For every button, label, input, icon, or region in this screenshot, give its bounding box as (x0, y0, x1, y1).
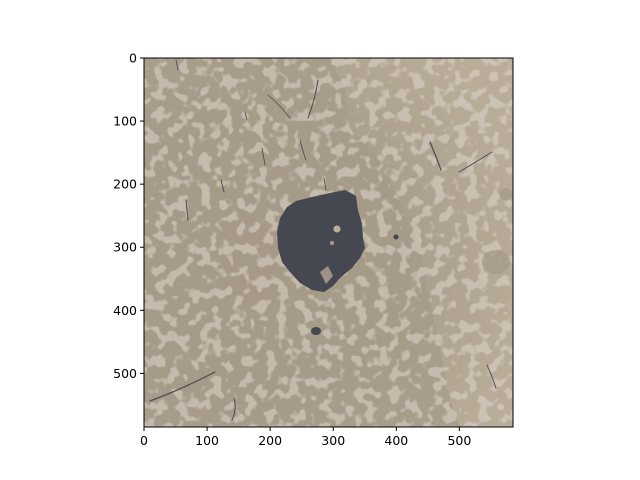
y-tick-label: 400 (113, 303, 137, 318)
hair-streaks (149, 59, 497, 421)
y-tick-label: 0 (129, 51, 137, 66)
satellite-dot (393, 234, 399, 240)
streak (429, 141, 442, 171)
y-tick-label: 100 (113, 114, 137, 129)
streak (244, 111, 248, 121)
y-axis: 0 100 200 300 400 500 (113, 51, 144, 381)
streak (175, 59, 179, 71)
streak (185, 199, 189, 221)
pale-patch (499, 188, 513, 200)
x-tick-label: 400 (384, 433, 408, 448)
streak (220, 179, 225, 193)
streak (261, 147, 266, 166)
x-axis: 0 100 200 300 400 500 (140, 427, 471, 448)
streak (267, 94, 291, 119)
lesion-pale-spot (330, 241, 334, 245)
x-tick-label: 300 (321, 433, 345, 448)
x-tick-label: 0 (140, 433, 148, 448)
streak (486, 364, 497, 389)
lesion-notch (320, 266, 333, 284)
x-tick-label: 100 (195, 433, 219, 448)
heatmap-image (144, 58, 513, 427)
streak (307, 79, 319, 119)
y-tick-label: 200 (113, 177, 137, 192)
lesion-main (277, 190, 365, 292)
x-tick-label: 500 (447, 433, 471, 448)
streak (231, 397, 236, 421)
streak (149, 371, 216, 402)
x-tick-label: 200 (258, 433, 282, 448)
y-tick-label: 500 (113, 366, 137, 381)
axes-frame (143, 57, 514, 428)
streak (458, 151, 493, 173)
satellite-lesion (311, 327, 321, 335)
lesion-pale-spot (333, 225, 341, 233)
pale-patch (482, 250, 510, 274)
streak (299, 139, 307, 161)
y-tick-label: 300 (113, 240, 137, 255)
streak (323, 177, 327, 191)
